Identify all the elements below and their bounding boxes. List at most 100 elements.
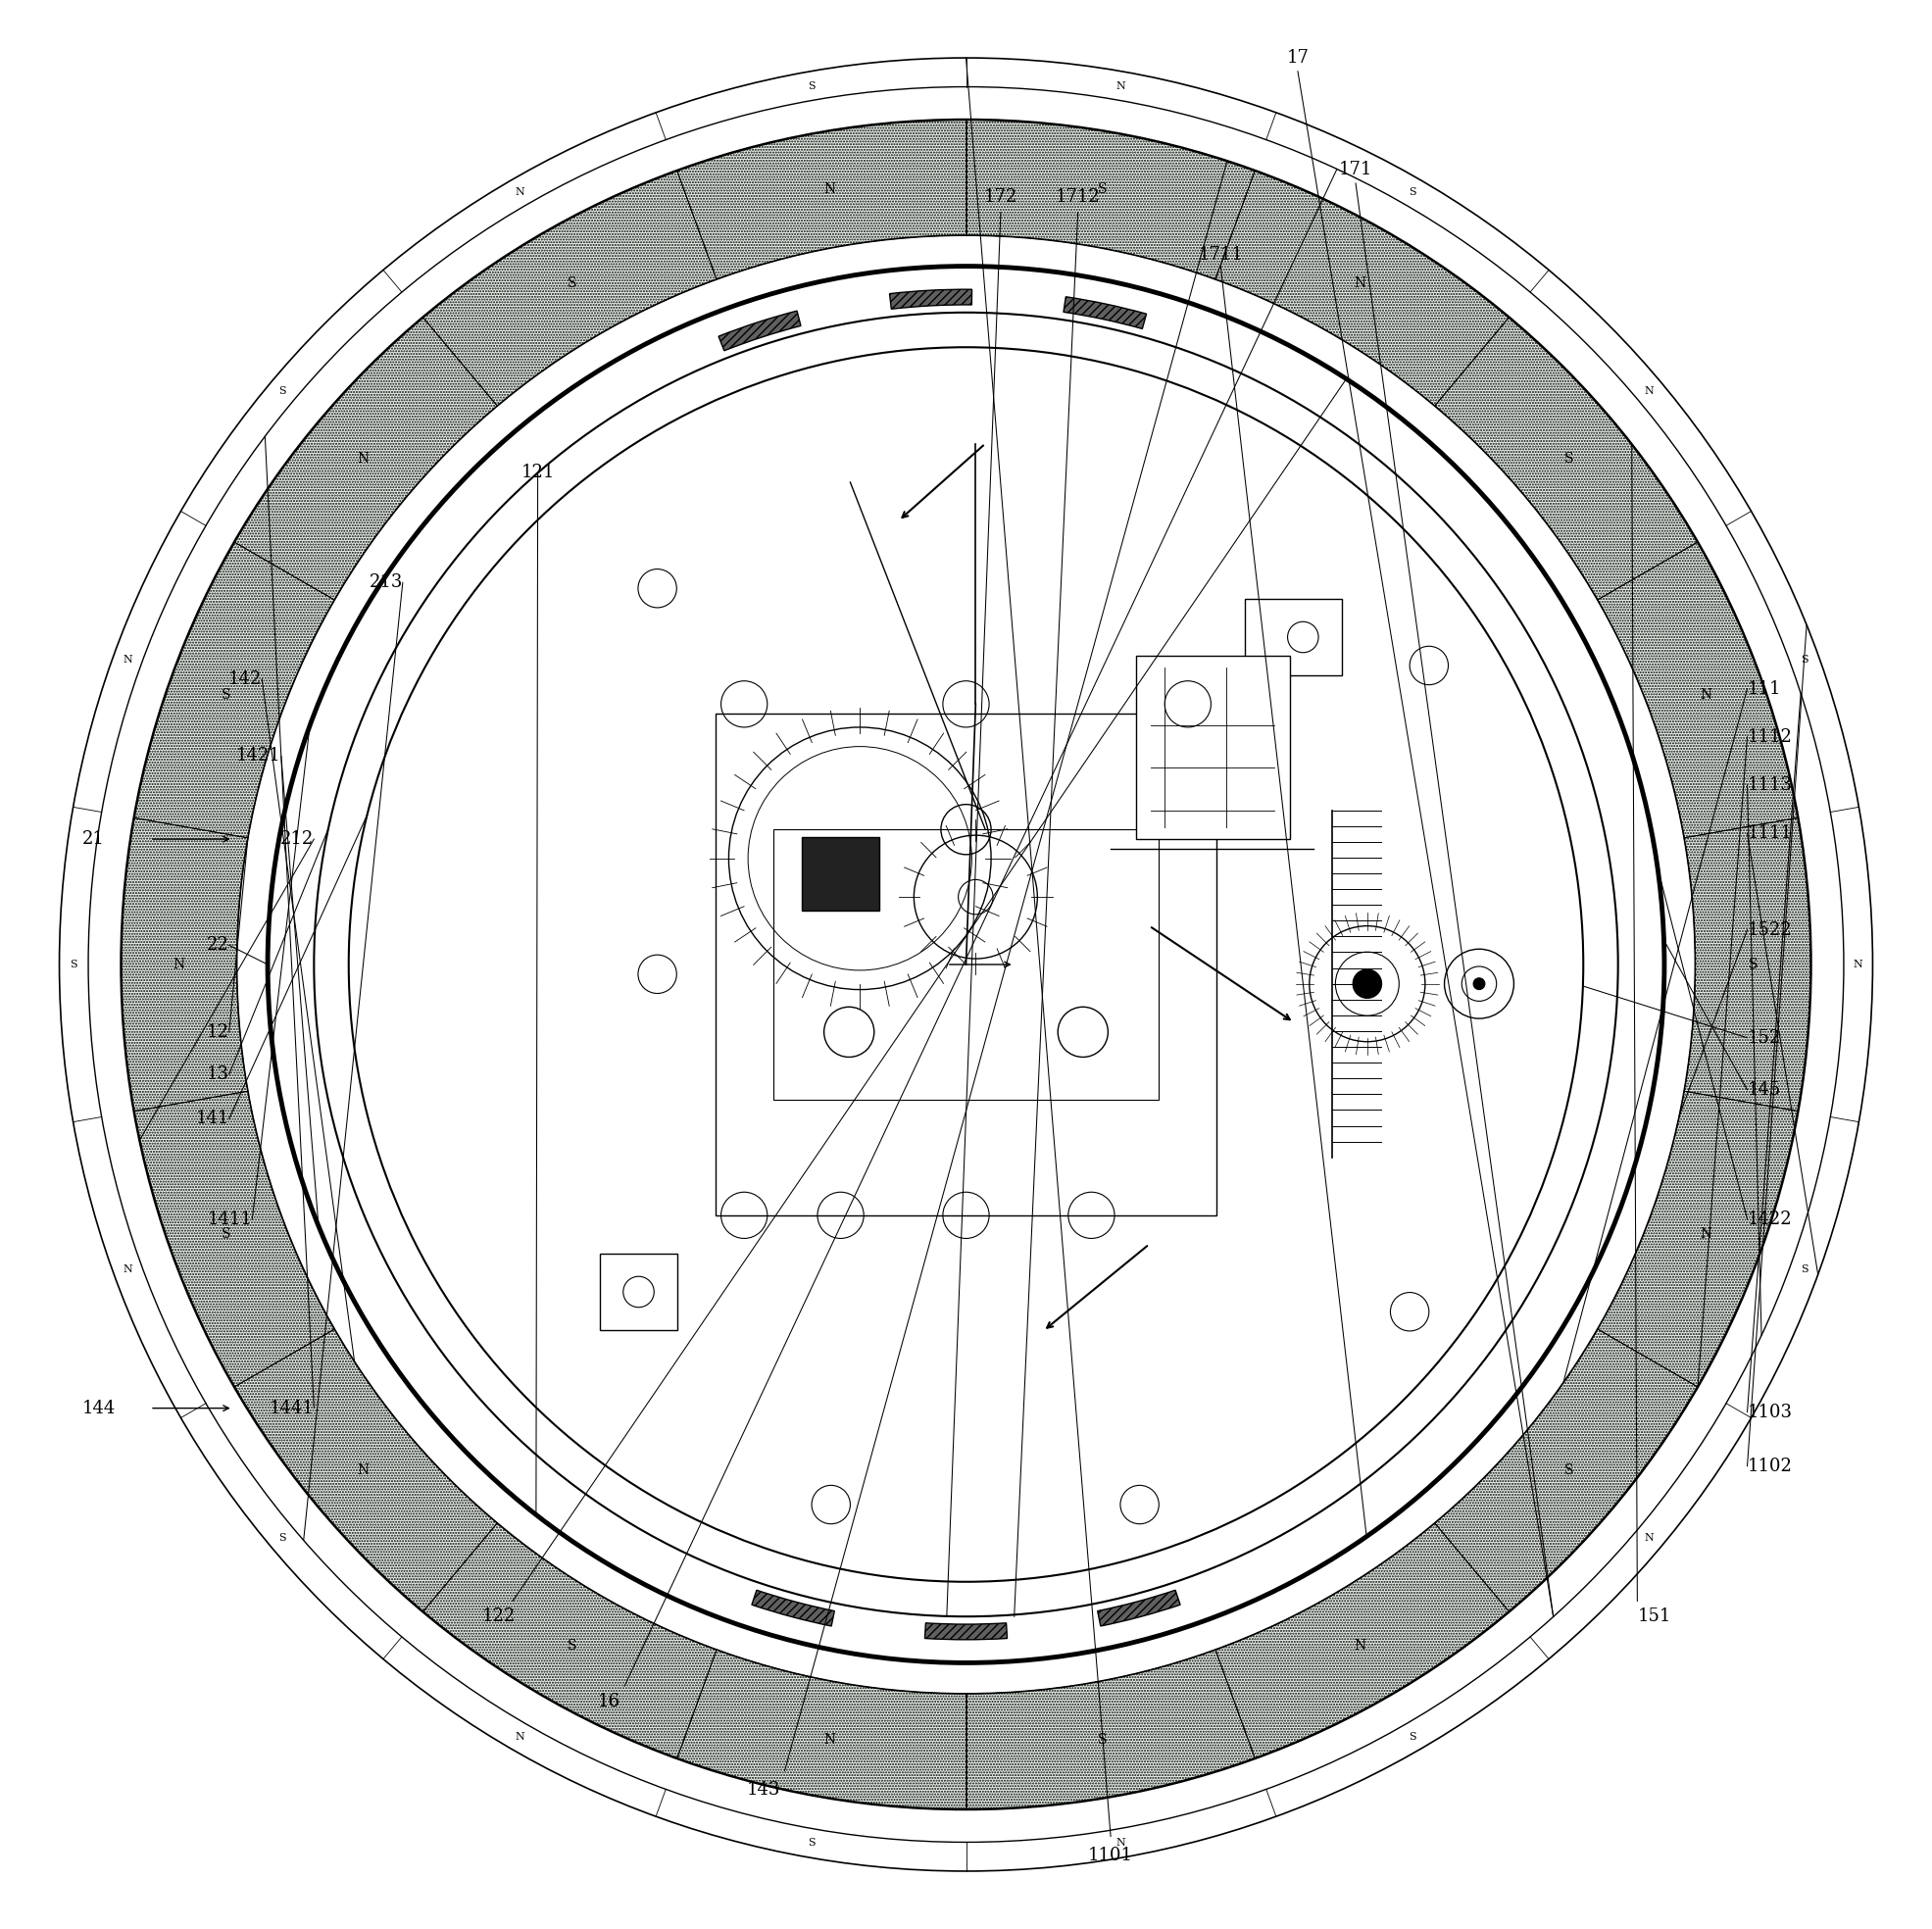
- Bar: [601, 1254, 678, 1331]
- Text: N: N: [1700, 689, 1712, 702]
- Bar: [1136, 656, 1291, 839]
- Text: 144: 144: [83, 1399, 116, 1418]
- Wedge shape: [1063, 297, 1146, 328]
- Wedge shape: [1097, 1589, 1180, 1626]
- Text: N: N: [823, 1732, 835, 1746]
- Wedge shape: [1685, 818, 1810, 1111]
- Text: 21: 21: [83, 829, 104, 849]
- Wedge shape: [1598, 1092, 1799, 1387]
- Text: 22: 22: [207, 936, 230, 955]
- Text: 152: 152: [1747, 1028, 1781, 1047]
- Text: 212: 212: [280, 829, 315, 849]
- Text: 1522: 1522: [1747, 920, 1793, 939]
- Text: S: S: [70, 959, 77, 970]
- Wedge shape: [1598, 542, 1799, 837]
- Text: 1101: 1101: [1088, 1846, 1134, 1865]
- Text: 145: 145: [1747, 1080, 1781, 1100]
- Text: N: N: [1853, 959, 1862, 970]
- Text: S: S: [1408, 1732, 1416, 1742]
- Text: 111: 111: [1747, 679, 1781, 698]
- Text: 1711: 1711: [1198, 245, 1242, 264]
- Text: S: S: [568, 276, 578, 289]
- Circle shape: [840, 839, 879, 878]
- Text: 1421: 1421: [236, 747, 282, 766]
- Wedge shape: [889, 289, 972, 309]
- Text: 1411: 1411: [207, 1209, 253, 1229]
- Wedge shape: [122, 818, 247, 1111]
- Text: 213: 213: [369, 573, 402, 592]
- Text: 17: 17: [1287, 48, 1310, 68]
- Text: S: S: [1748, 957, 1758, 972]
- Text: S: S: [222, 689, 232, 702]
- Text: 172: 172: [983, 187, 1018, 206]
- Circle shape: [1474, 978, 1486, 990]
- Text: N: N: [1117, 81, 1126, 91]
- Wedge shape: [719, 311, 802, 351]
- Text: N: N: [516, 1732, 526, 1742]
- Text: N: N: [1644, 1534, 1654, 1543]
- Text: 171: 171: [1339, 160, 1372, 179]
- Text: S: S: [278, 386, 286, 395]
- Text: N: N: [174, 957, 185, 972]
- Text: 1422: 1422: [1747, 1209, 1793, 1229]
- Text: 1441: 1441: [269, 1399, 315, 1418]
- Wedge shape: [1215, 1524, 1509, 1759]
- Text: S: S: [808, 81, 815, 91]
- Text: 12: 12: [207, 1022, 230, 1042]
- Text: N: N: [357, 451, 369, 465]
- Text: S: S: [278, 1534, 286, 1543]
- Wedge shape: [133, 1092, 334, 1387]
- Text: S: S: [808, 1838, 815, 1848]
- Wedge shape: [234, 316, 497, 600]
- Text: N: N: [124, 1265, 133, 1275]
- Wedge shape: [676, 1649, 966, 1809]
- Text: 122: 122: [483, 1607, 516, 1626]
- Text: N: N: [1700, 1227, 1712, 1240]
- Text: S: S: [1565, 1464, 1573, 1478]
- Circle shape: [1352, 968, 1381, 999]
- Bar: [715, 714, 1217, 1215]
- Text: 1103: 1103: [1747, 1402, 1793, 1422]
- Text: S: S: [1097, 1732, 1107, 1746]
- Text: N: N: [1354, 276, 1366, 289]
- Wedge shape: [1435, 316, 1698, 600]
- Wedge shape: [133, 542, 334, 837]
- Text: 1113: 1113: [1747, 775, 1793, 795]
- Text: 141: 141: [195, 1109, 230, 1128]
- Wedge shape: [423, 170, 717, 405]
- Text: 16: 16: [597, 1692, 620, 1711]
- Bar: [802, 837, 879, 910]
- Wedge shape: [423, 1524, 717, 1759]
- Text: N: N: [357, 1464, 369, 1478]
- Text: N: N: [516, 187, 526, 197]
- Text: N: N: [1644, 386, 1654, 395]
- Text: N: N: [1117, 1838, 1126, 1848]
- Wedge shape: [752, 1589, 835, 1626]
- Text: 13: 13: [207, 1065, 230, 1084]
- Text: 151: 151: [1636, 1607, 1671, 1626]
- Text: N: N: [124, 654, 133, 664]
- Wedge shape: [966, 1649, 1256, 1809]
- Text: 142: 142: [228, 669, 263, 689]
- Bar: [773, 829, 1159, 1100]
- Text: N: N: [823, 183, 835, 197]
- Text: 1102: 1102: [1747, 1456, 1793, 1476]
- Wedge shape: [676, 120, 966, 280]
- Text: S: S: [1097, 183, 1107, 197]
- Wedge shape: [234, 1329, 497, 1613]
- Wedge shape: [966, 120, 1256, 280]
- Text: S: S: [1801, 1265, 1808, 1275]
- Text: S: S: [222, 1227, 232, 1240]
- Wedge shape: [1215, 170, 1509, 405]
- Wedge shape: [1435, 1329, 1698, 1613]
- Wedge shape: [925, 1622, 1007, 1640]
- Text: S: S: [568, 1640, 578, 1653]
- Text: 1111: 1111: [1747, 824, 1793, 843]
- Text: S: S: [1565, 451, 1573, 465]
- Text: 1112: 1112: [1747, 727, 1793, 747]
- Text: 121: 121: [522, 463, 554, 482]
- Text: N: N: [1354, 1640, 1366, 1653]
- Text: 1712: 1712: [1055, 187, 1101, 206]
- Text: S: S: [1408, 187, 1416, 197]
- Text: S: S: [1801, 654, 1808, 664]
